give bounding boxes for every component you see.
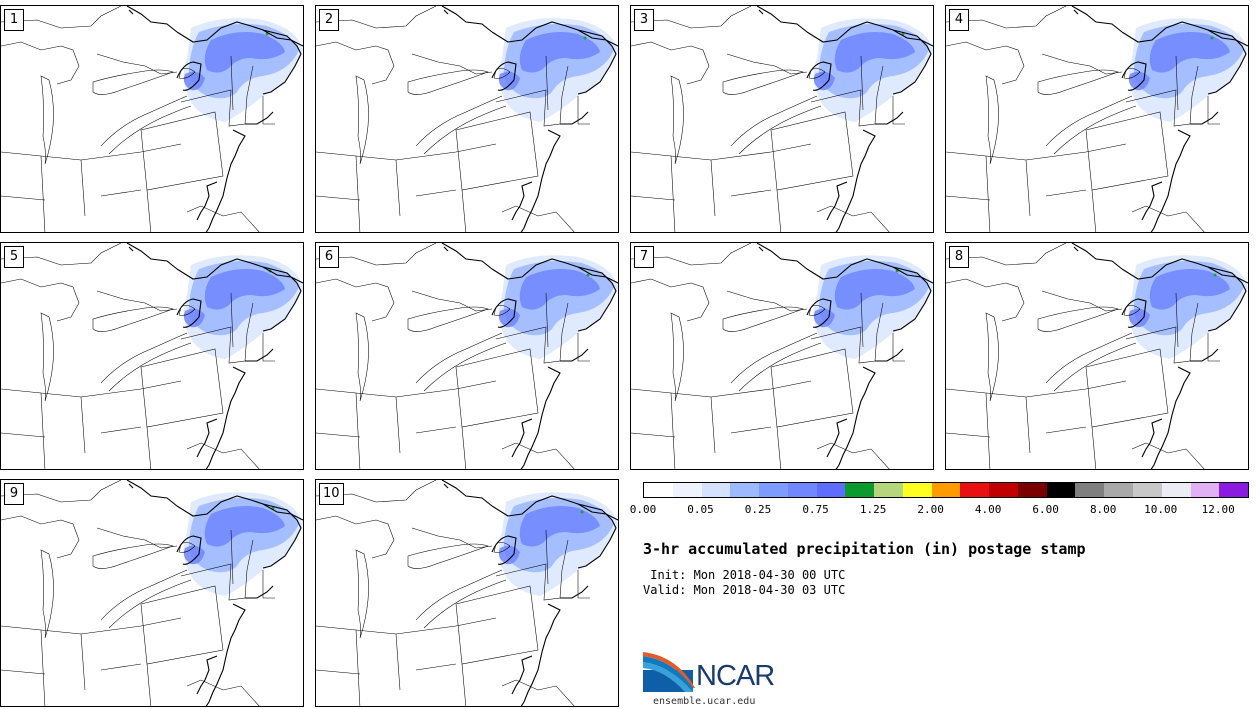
colorbar-swatch — [759, 483, 788, 497]
colorbar-swatch — [787, 483, 817, 497]
colorbar-tick-label: 12.00 — [1201, 503, 1235, 516]
member-label: 1 — [4, 9, 24, 31]
member-label: 6 — [319, 246, 339, 268]
member-label: 4 — [949, 9, 969, 31]
member-label: 8 — [949, 246, 969, 268]
precip-map — [316, 243, 618, 469]
colorbar-swatch — [730, 483, 760, 497]
map-panel: 10 — [315, 479, 619, 707]
colorbar-swatch — [701, 483, 731, 497]
colorbar-tick-label: 8.00 — [1089, 503, 1117, 516]
colorbar-swatch — [931, 483, 961, 497]
colorbar-tick-label: 0.25 — [744, 503, 772, 516]
colorbar-swatch — [960, 483, 990, 497]
run-info: Init: Mon 2018-04-30 00 UTC Valid: Mon 2… — [643, 568, 845, 598]
colorbar-tick-label: 0.75 — [802, 503, 829, 516]
member-label: 2 — [319, 9, 339, 31]
precip-map — [1, 480, 303, 706]
ncar-logo-icon — [643, 652, 695, 692]
ncar-logo-text: NCAR — [696, 660, 775, 692]
colorbar-swatch — [1046, 483, 1076, 497]
colorbar-tick-labels: 0.00 0.05 0.25 0.75 1.25 2.00 4.00 6.00 8.00 10.0… — [630, 503, 1260, 517]
colorbar-swatch — [874, 483, 903, 497]
precip-map — [316, 6, 618, 232]
colorbar-swatch — [1133, 483, 1162, 497]
precip-map — [946, 6, 1248, 232]
map-panel: 5 — [0, 242, 304, 470]
colorbar-tick-label: 6.00 — [1032, 503, 1059, 516]
colorbar-swatch — [1075, 483, 1105, 497]
colorbar-swatch — [1017, 483, 1047, 497]
map-panel: 6 — [315, 242, 619, 470]
precip-map — [946, 243, 1248, 469]
colorbar-tick-label: 4.00 — [974, 503, 1002, 516]
colorbar-tick-label: 0.00 — [629, 503, 657, 516]
footer-url: ensemble.ucar.edu — [653, 696, 756, 707]
figure-title: 3-hr accumulated precipitation (in) post… — [643, 540, 1086, 558]
colorbar-swatch — [644, 483, 673, 497]
colorbar-swatch — [902, 483, 932, 497]
colorbar-swatch — [1104, 483, 1134, 497]
colorbar-tick-label: 0.05 — [687, 503, 714, 516]
precip-map — [631, 6, 933, 232]
colorbar-swatch — [989, 483, 1018, 497]
member-label: 9 — [4, 483, 24, 505]
map-panel: 8 — [945, 242, 1249, 470]
member-label: 3 — [634, 9, 654, 31]
valid-time: Valid: Mon 2018-04-30 03 UTC — [643, 583, 846, 597]
precip-map — [631, 243, 933, 469]
colorbar-swatch — [1190, 483, 1220, 497]
precip-map — [1, 243, 303, 469]
map-panel: 9 — [0, 479, 304, 707]
colorbar-swatch — [1219, 483, 1249, 497]
member-label: 10 — [319, 483, 344, 505]
colorbar-swatch — [845, 483, 875, 497]
map-panel: 4 — [945, 5, 1249, 233]
map-panel: 2 — [315, 5, 619, 233]
map-panel: 1 — [0, 5, 304, 233]
precip-map — [316, 480, 618, 706]
colorbar-tick-label: 2.00 — [917, 503, 944, 516]
colorbar-swatch — [1161, 483, 1191, 497]
colorbar-tick-label: 10.00 — [1144, 503, 1178, 516]
precip-map — [1, 6, 303, 232]
colorbar-tick-label: 1.25 — [859, 503, 887, 516]
member-label: 7 — [634, 246, 654, 268]
precipitation-colorbar — [643, 482, 1249, 498]
map-panel: 7 — [630, 242, 934, 470]
colorbar-swatch — [672, 483, 702, 497]
map-panel: 3 — [630, 5, 934, 233]
init-time: Init: Mon 2018-04-30 00 UTC — [643, 568, 846, 582]
colorbar-swatch — [816, 483, 846, 497]
member-label: 5 — [4, 246, 24, 268]
